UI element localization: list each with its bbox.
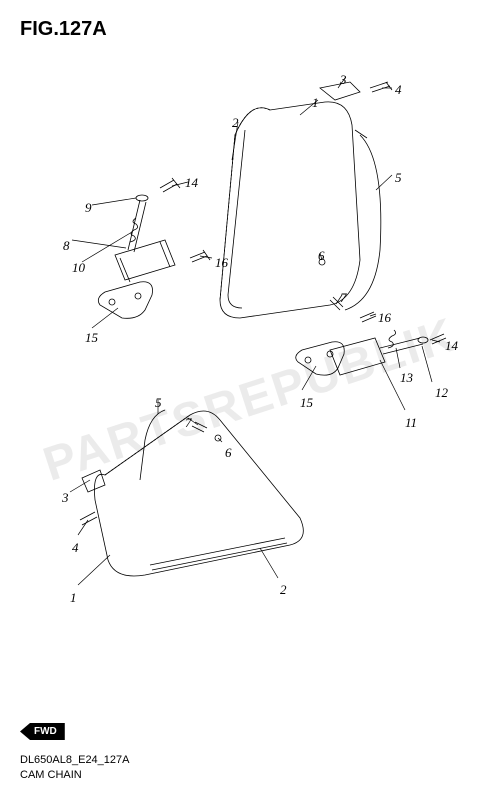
callout-6: 6 bbox=[225, 445, 232, 461]
callout-14: 14 bbox=[185, 175, 198, 191]
footer-caption: DL650AL8_E24_127A CAM CHAIN bbox=[20, 753, 129, 782]
callout-16: 16 bbox=[215, 255, 228, 271]
callout-15: 15 bbox=[85, 330, 98, 346]
callout-4: 4 bbox=[395, 82, 402, 98]
footer-line-1: DL650AL8_E24_127A bbox=[20, 753, 129, 767]
callout-8: 8 bbox=[63, 238, 70, 254]
callout-14: 14 bbox=[445, 338, 458, 354]
callout-16: 16 bbox=[378, 310, 391, 326]
callout-2: 2 bbox=[232, 115, 239, 131]
callout-1: 1 bbox=[70, 590, 77, 606]
callout-7: 7 bbox=[185, 415, 192, 431]
callout-11: 11 bbox=[405, 415, 417, 431]
callout-1: 1 bbox=[312, 95, 319, 111]
callout-3: 3 bbox=[62, 490, 69, 506]
callout-7: 7 bbox=[340, 290, 347, 306]
callout-5: 5 bbox=[395, 170, 402, 186]
callout-3: 3 bbox=[340, 72, 347, 88]
callout-6: 6 bbox=[318, 248, 325, 264]
callout-5: 5 bbox=[155, 395, 162, 411]
callout-13: 13 bbox=[400, 370, 413, 386]
callout-10: 10 bbox=[72, 260, 85, 276]
exploded-diagram bbox=[0, 0, 500, 800]
callout-2: 2 bbox=[280, 582, 287, 598]
callout-12: 12 bbox=[435, 385, 448, 401]
callout-9: 9 bbox=[85, 200, 92, 216]
callout-15: 15 bbox=[300, 395, 313, 411]
callout-4: 4 bbox=[72, 540, 79, 556]
footer-line-2: CAM CHAIN bbox=[20, 768, 129, 782]
